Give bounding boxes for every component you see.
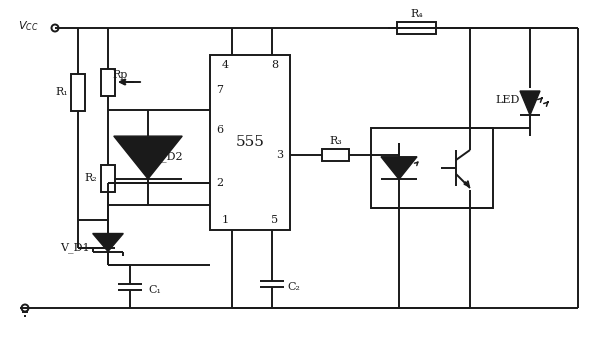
Bar xyxy=(371,128,493,208)
Text: Rp: Rp xyxy=(112,70,128,80)
Bar xyxy=(322,149,349,161)
Text: C₂: C₂ xyxy=(287,282,301,292)
Text: R₁: R₁ xyxy=(56,87,68,97)
Text: 2: 2 xyxy=(217,178,224,188)
Bar xyxy=(101,165,115,192)
Text: R₂: R₂ xyxy=(85,173,97,183)
Text: 3: 3 xyxy=(277,150,284,160)
Polygon shape xyxy=(93,234,124,252)
Text: 1: 1 xyxy=(221,215,229,225)
Text: V_D2: V_D2 xyxy=(153,152,183,163)
Text: 555: 555 xyxy=(236,135,265,150)
Text: R₄: R₄ xyxy=(410,9,423,19)
Text: 8: 8 xyxy=(271,60,278,70)
Bar xyxy=(71,74,85,111)
Bar xyxy=(101,69,115,96)
Polygon shape xyxy=(520,91,540,115)
Text: 7: 7 xyxy=(217,85,223,95)
Text: V_D1: V_D1 xyxy=(60,243,90,253)
Bar xyxy=(397,22,436,34)
Text: C₁: C₁ xyxy=(149,285,161,295)
Bar xyxy=(210,55,290,230)
Text: R₃: R₃ xyxy=(329,136,342,146)
Text: 5: 5 xyxy=(271,215,278,225)
Text: LED: LED xyxy=(496,95,520,105)
Text: $\mathit{V}_{CC}$: $\mathit{V}_{CC}$ xyxy=(18,19,38,33)
Polygon shape xyxy=(114,136,182,179)
Polygon shape xyxy=(381,157,417,179)
Text: 6: 6 xyxy=(217,125,224,135)
Text: 4: 4 xyxy=(221,60,229,70)
